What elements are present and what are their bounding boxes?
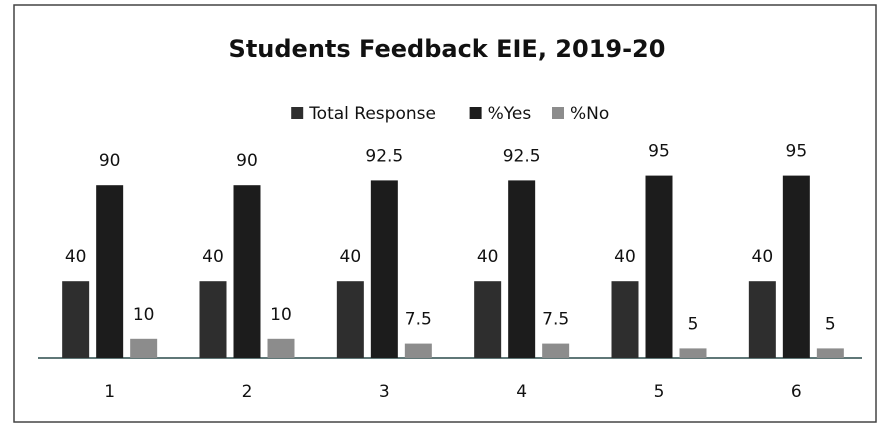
bar bbox=[62, 281, 90, 358]
bar bbox=[130, 338, 158, 358]
bar bbox=[474, 281, 502, 358]
data-label: 5 bbox=[825, 314, 836, 334]
data-label: 40 bbox=[202, 247, 224, 267]
data-label: 10 bbox=[133, 305, 155, 325]
bar bbox=[336, 281, 364, 358]
data-label: 5 bbox=[688, 314, 699, 334]
bar bbox=[782, 175, 810, 358]
bar bbox=[370, 180, 398, 358]
data-label: 95 bbox=[786, 142, 808, 162]
data-label: 40 bbox=[340, 247, 362, 267]
bar bbox=[645, 175, 673, 358]
x-tick-label: 2 bbox=[242, 382, 253, 402]
bar bbox=[199, 281, 227, 358]
data-label: 90 bbox=[236, 151, 258, 171]
data-label: 92.5 bbox=[503, 146, 541, 166]
chart-frame bbox=[13, 4, 877, 423]
bar bbox=[267, 338, 295, 358]
bar bbox=[611, 281, 639, 358]
x-tick-label: 3 bbox=[379, 382, 390, 402]
legend-label: %No bbox=[570, 104, 609, 124]
bar bbox=[233, 185, 261, 358]
data-label: 7.5 bbox=[542, 310, 569, 330]
x-tick-label: 5 bbox=[654, 382, 665, 402]
legend-label: %Yes bbox=[488, 104, 532, 124]
x-tick-label: 4 bbox=[516, 382, 527, 402]
data-label: 40 bbox=[477, 247, 499, 267]
bar bbox=[816, 348, 844, 358]
bar bbox=[404, 343, 432, 358]
bar bbox=[542, 343, 570, 358]
data-label: 95 bbox=[648, 142, 670, 162]
legend-swatch bbox=[291, 107, 304, 119]
bar bbox=[679, 348, 707, 358]
chart-title: Students Feedback EIE, 2019-20 bbox=[229, 35, 666, 63]
x-tick-label: 1 bbox=[104, 382, 115, 402]
data-label: 90 bbox=[99, 151, 121, 171]
bar bbox=[96, 185, 124, 358]
data-label: 92.5 bbox=[365, 146, 403, 166]
data-label: 10 bbox=[270, 305, 292, 325]
data-label: 40 bbox=[752, 247, 774, 267]
data-label: 40 bbox=[65, 247, 87, 267]
x-tick-label: 6 bbox=[791, 382, 802, 402]
data-label: 7.5 bbox=[405, 310, 432, 330]
legend-label: Total Response bbox=[308, 104, 436, 124]
bar bbox=[508, 180, 536, 358]
data-label: 40 bbox=[614, 247, 636, 267]
legend-swatch bbox=[552, 107, 564, 119]
legend-swatch bbox=[469, 107, 482, 119]
bar bbox=[748, 281, 776, 358]
